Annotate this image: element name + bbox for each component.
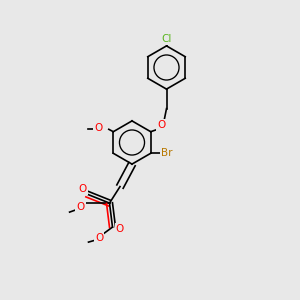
Text: O: O (95, 232, 103, 243)
Text: Br: Br (160, 148, 172, 158)
Text: O: O (76, 202, 85, 212)
Text: O: O (116, 224, 124, 234)
Text: O: O (79, 184, 87, 194)
Text: Cl: Cl (161, 34, 172, 44)
Text: O: O (157, 120, 165, 130)
Text: O: O (94, 123, 102, 133)
